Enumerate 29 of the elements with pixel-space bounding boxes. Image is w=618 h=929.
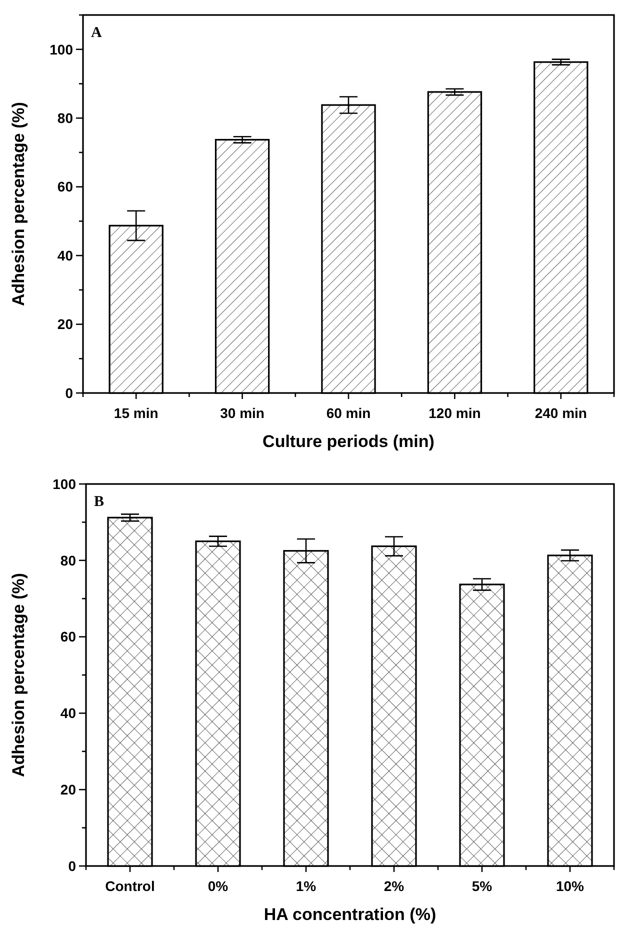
y-tick-label: 0 xyxy=(65,384,74,401)
x-tick-label: 60 min xyxy=(326,405,371,421)
y-tick-label: 0 xyxy=(68,858,76,874)
x-tick-label: 1% xyxy=(296,878,317,894)
y-tick-label: 40 xyxy=(57,247,74,264)
annotation: B xyxy=(94,494,104,510)
y-tick-label: 60 xyxy=(57,178,74,195)
x-tick-label: 30 min xyxy=(220,405,264,421)
y-tick-label: 40 xyxy=(60,705,76,722)
y-axis-title: Adhesion percentage (%) xyxy=(9,102,28,306)
x-tick-label: 240 min xyxy=(534,405,587,421)
y-tick-label: 20 xyxy=(60,782,76,798)
y-tick-label: 100 xyxy=(52,476,76,492)
x-axis-title: HA concentration (%) xyxy=(264,905,436,924)
y-tick-label: 100 xyxy=(50,41,74,58)
x-tick-label: 15 min xyxy=(114,405,158,421)
y-tick-label: 80 xyxy=(57,110,74,126)
x-axis-title: Culture periods (min) xyxy=(262,432,434,451)
x-tick-label: 2% xyxy=(384,878,405,894)
y-tick-label: 20 xyxy=(57,316,74,332)
y-tick-label: 80 xyxy=(60,552,76,568)
y-tick-label: 60 xyxy=(60,628,76,645)
annotation: A xyxy=(91,25,102,41)
x-tick-label: 0% xyxy=(208,878,229,894)
x-tick-label: 10% xyxy=(556,878,585,894)
x-tick-label: 5% xyxy=(472,878,493,894)
x-tick-label: 120 min xyxy=(428,405,481,421)
x-tick-label: Control xyxy=(105,878,155,894)
y-axis-title: Adhesion percentage (%) xyxy=(9,572,28,778)
